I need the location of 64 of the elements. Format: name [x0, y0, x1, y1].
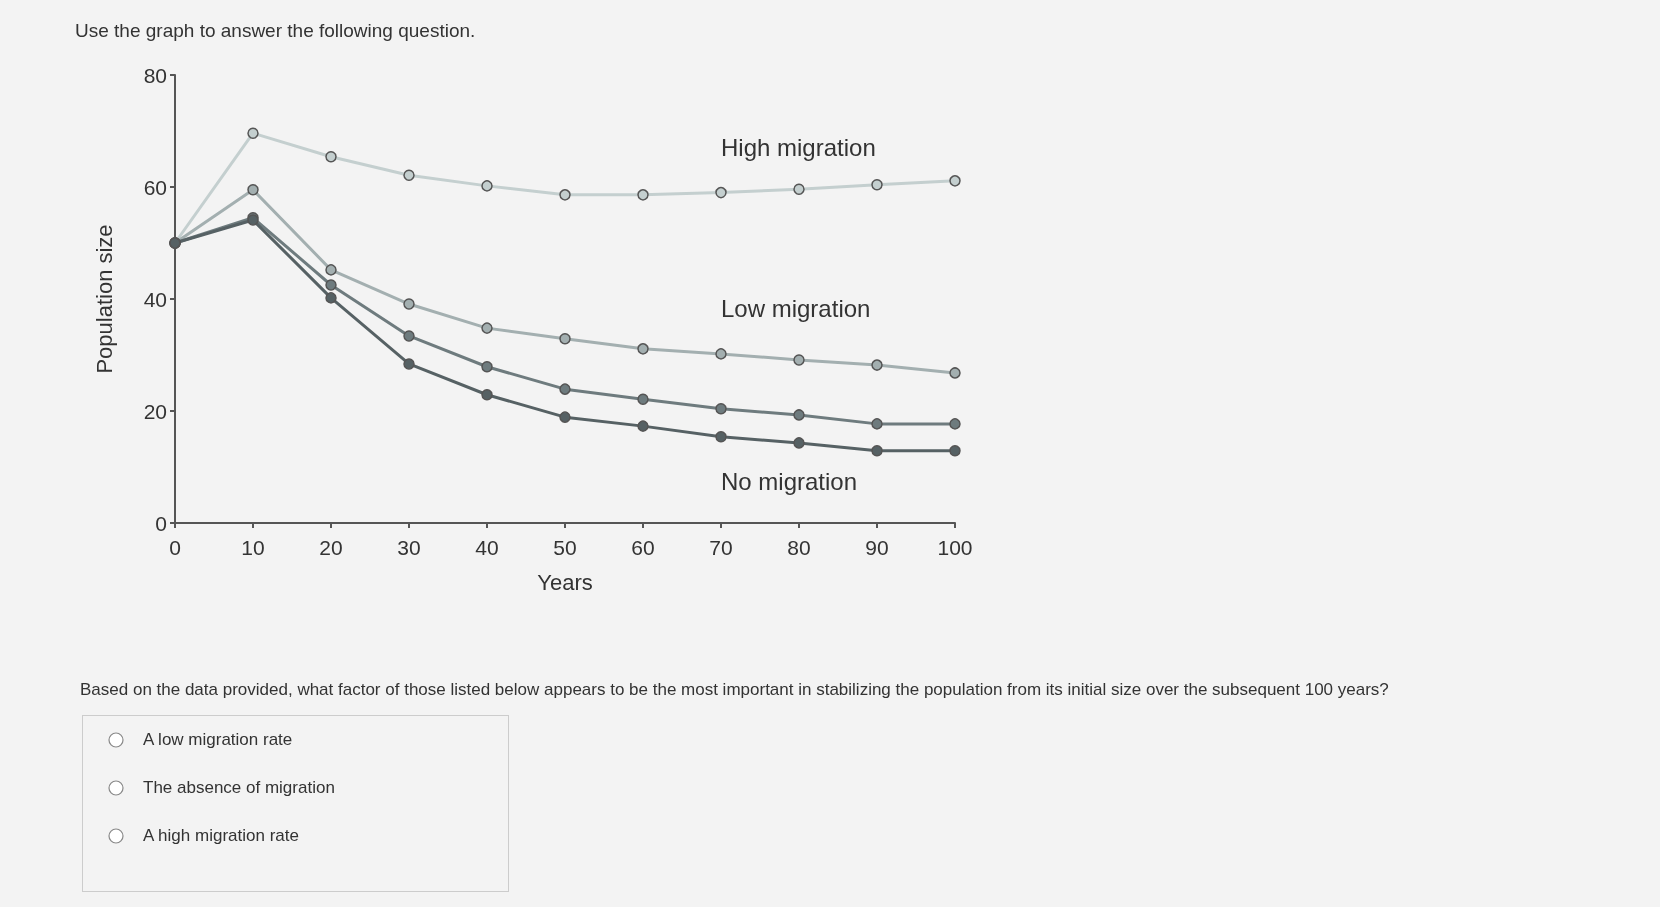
point	[325, 151, 337, 163]
point	[559, 383, 571, 395]
point	[637, 343, 649, 355]
y-tick-label: 80	[143, 63, 167, 87]
point	[559, 189, 571, 201]
x-tick-label: 100	[937, 536, 973, 559]
point	[871, 179, 883, 191]
point	[949, 418, 961, 430]
x-tick-label: 70	[709, 536, 733, 559]
point	[481, 361, 493, 373]
point	[637, 189, 649, 201]
point	[871, 418, 883, 430]
point	[403, 298, 415, 310]
point	[949, 445, 961, 457]
x-tick-label: 30	[397, 536, 421, 559]
text: The absence of migration	[143, 778, 335, 797]
x-tick-label: 20	[319, 536, 343, 559]
x-tick-label: 50	[553, 536, 577, 559]
y-tick-label: 40	[143, 287, 167, 311]
point	[637, 393, 649, 405]
text: A low migration rate	[143, 730, 293, 749]
point	[949, 367, 961, 379]
text: Based on the data provided, what factor of those listed below appears to be the most important in stabilizing the population from its initial size over the subsequent 100 years?	[80, 680, 1389, 700]
y-tick-label: 0	[155, 511, 167, 535]
point	[481, 322, 493, 334]
point	[793, 409, 805, 421]
point	[559, 411, 571, 423]
point	[403, 358, 415, 370]
point	[325, 279, 337, 291]
y-tick-label: 20	[143, 399, 167, 423]
text: A high migration rate	[143, 826, 299, 845]
point	[403, 330, 415, 342]
point	[325, 292, 337, 304]
x-tick-label: 40	[475, 536, 499, 559]
point	[715, 431, 727, 443]
point	[325, 264, 337, 276]
point	[715, 186, 727, 199]
point	[871, 359, 883, 371]
point	[247, 184, 259, 196]
chart-title: Use the graph to answer the following question.	[75, 20, 476, 42]
series-label: High migration	[721, 134, 876, 162]
x-tick-label: 90	[865, 536, 889, 559]
point	[949, 175, 961, 187]
x-tick-label: 10	[241, 536, 265, 559]
series-label: No migration	[721, 468, 858, 496]
point	[481, 389, 493, 401]
x-tick-label: 80	[787, 536, 811, 559]
point	[793, 354, 805, 366]
point	[715, 348, 727, 360]
x-tick-label: 0	[169, 536, 181, 559]
point	[403, 169, 415, 181]
series-label: Low migration	[721, 295, 871, 323]
x-tick-label: 60	[631, 536, 655, 559]
point	[793, 437, 805, 449]
point	[793, 183, 805, 195]
point	[559, 333, 571, 345]
x-axis-title: Years	[537, 569, 593, 595]
y-tick-label: 60	[143, 175, 167, 199]
point	[637, 420, 649, 432]
point	[715, 403, 727, 415]
y-axis-title: Population size	[91, 224, 117, 374]
point	[871, 445, 883, 457]
point	[247, 127, 259, 139]
point	[481, 180, 493, 192]
